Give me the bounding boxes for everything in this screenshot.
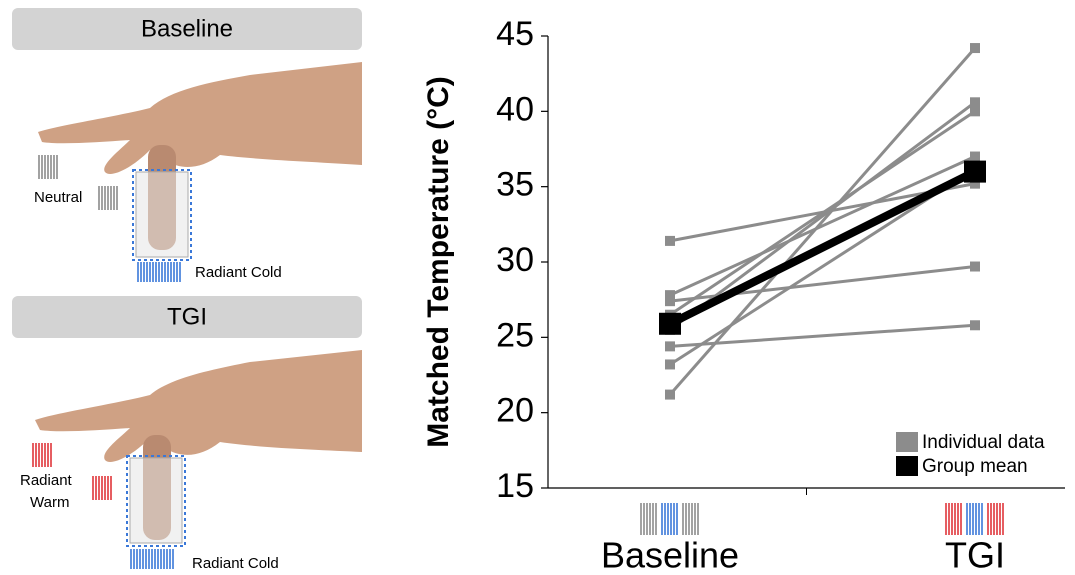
x-tick-label: TGI: [945, 535, 1005, 575]
stimulus-icon: [987, 503, 1005, 535]
mean-line: [668, 168, 977, 328]
mean-point: [964, 160, 986, 183]
stimulus-icon: [137, 262, 183, 282]
x-tick-label: Baseline: [601, 535, 739, 575]
stimulus-icon: [661, 503, 679, 535]
individual-point: [665, 389, 675, 400]
stimulus-icon: [966, 503, 984, 535]
panel-header: [12, 296, 362, 338]
hand-photo: [38, 62, 362, 174]
stimulus-icon: [640, 503, 658, 535]
stimulus-icon: [98, 186, 118, 210]
individual-line: [669, 323, 976, 348]
stimulus-icon: [92, 476, 112, 500]
individual-point: [665, 341, 675, 352]
stimulus-icon: [945, 503, 963, 535]
panel-title: TGI: [167, 303, 207, 330]
hand-photo: [35, 350, 362, 462]
y-tick-label: 20: [496, 392, 534, 430]
individual-point: [970, 97, 980, 108]
individual-point: [970, 178, 980, 189]
individual-point: [970, 320, 980, 331]
y-axis-title: Matched Temperature (°C): [422, 76, 455, 448]
stimulus-icon: [32, 443, 52, 467]
y-tick-label: 25: [496, 316, 534, 354]
cold-label: Radiant Cold: [195, 264, 282, 281]
y-tick-label: 15: [496, 467, 534, 505]
individual-point: [970, 151, 980, 162]
warm-label: Warm: [30, 494, 69, 511]
y-tick-label: 45: [496, 15, 534, 53]
panel-title: Baseline: [141, 15, 233, 42]
mean-point: [659, 312, 681, 335]
legend-swatch: [896, 432, 918, 452]
legend-label: Individual data: [922, 432, 1045, 453]
individual-point: [665, 290, 675, 301]
cold-label: Radiant Cold: [192, 555, 279, 572]
y-tick-label: 40: [496, 90, 534, 128]
individual-point: [665, 235, 675, 246]
stimulus-icon: [130, 549, 176, 569]
y-tick-label: 35: [496, 166, 534, 204]
neutral-label: Neutral: [34, 189, 82, 206]
individual-point: [970, 43, 980, 54]
legend-swatch: [896, 456, 918, 476]
individual-line: [669, 101, 976, 332]
stimulus-icon: [682, 503, 700, 535]
individual-point: [970, 261, 980, 272]
legend-label: Group mean: [922, 456, 1028, 477]
glass: [129, 457, 183, 544]
individual-line: [668, 47, 977, 396]
individual-line: [669, 155, 976, 297]
y-tick-label: 30: [496, 241, 534, 279]
cold-outline: [126, 455, 186, 547]
individual-line: [669, 110, 976, 316]
cold-outline: [132, 169, 192, 261]
warm-label: Radiant: [20, 472, 73, 489]
individual-point: [665, 296, 675, 307]
individual-point: [970, 106, 980, 117]
individual-point: [665, 359, 675, 370]
illustration: Baseline Neutral Radiant Cold TGI Radian…: [12, 8, 362, 572]
panel-header: [12, 8, 362, 50]
glass: [135, 171, 189, 258]
stimulus-icon: [38, 155, 58, 179]
